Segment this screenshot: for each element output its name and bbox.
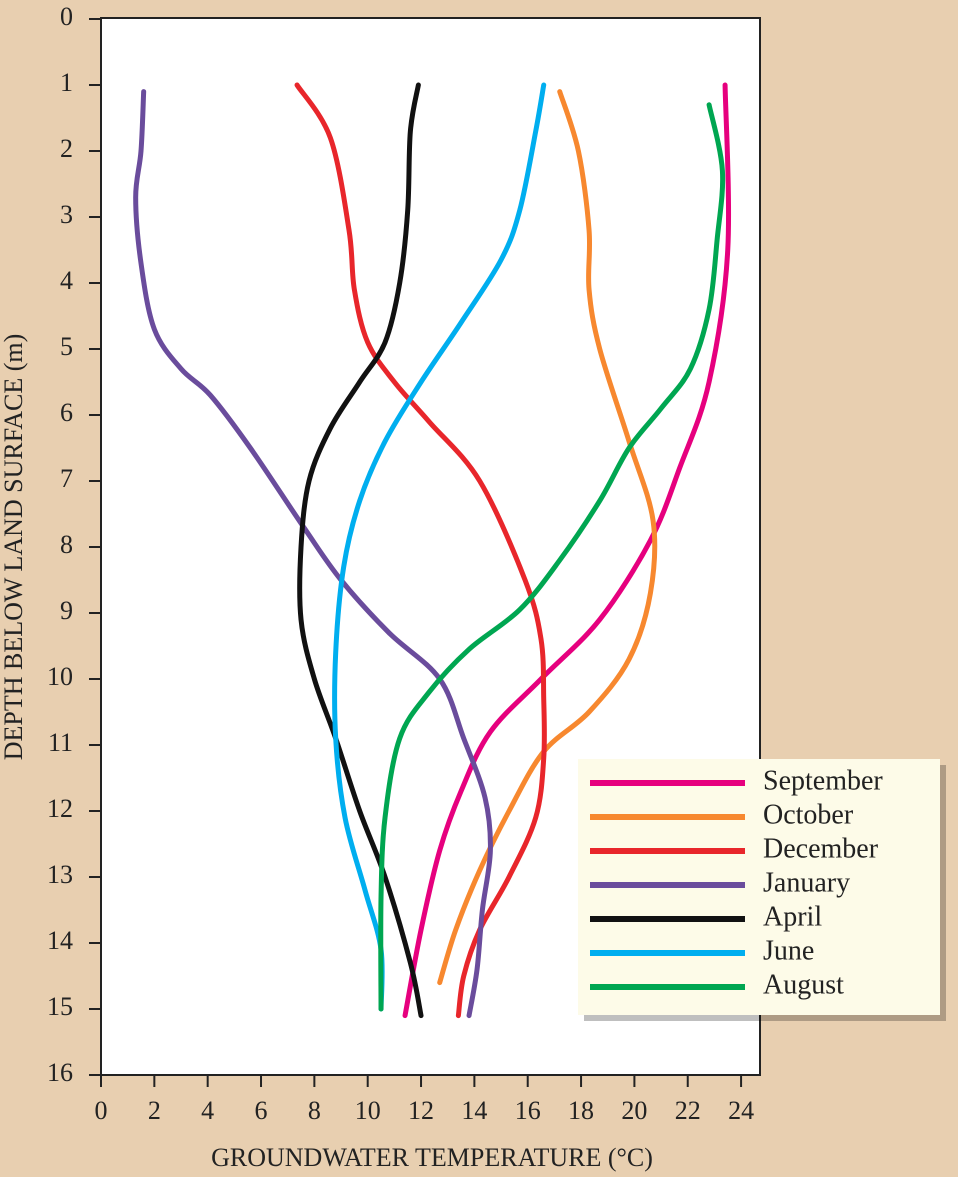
y-tick-label: 1 bbox=[60, 68, 73, 97]
x-tick-label: 8 bbox=[308, 1096, 321, 1125]
y-tick-label: 9 bbox=[60, 596, 73, 625]
x-tick-label: 16 bbox=[515, 1096, 541, 1125]
series-line bbox=[378, 102, 726, 1012]
y-tick-label: 11 bbox=[48, 728, 73, 757]
y-tick-label: 2 bbox=[60, 134, 73, 163]
y-tick-label: 12 bbox=[47, 794, 73, 823]
legend-label: April bbox=[763, 901, 822, 932]
x-tick-label: 22 bbox=[675, 1096, 701, 1125]
legend-label: January bbox=[763, 867, 850, 898]
y-tick-label: 16 bbox=[47, 1058, 73, 1087]
x-tick-label: 10 bbox=[355, 1096, 381, 1125]
legend-label: December bbox=[763, 833, 879, 864]
y-tick-label: 6 bbox=[60, 398, 73, 427]
y-tick-label: 5 bbox=[60, 332, 73, 361]
y-tick-label: 7 bbox=[60, 464, 73, 493]
series-line bbox=[402, 82, 732, 1019]
series-line bbox=[297, 82, 424, 1019]
y-tick-label: 14 bbox=[47, 926, 73, 955]
y-tick-label: 3 bbox=[60, 200, 73, 229]
x-tick-label: 14 bbox=[461, 1096, 487, 1125]
y-tick-label: 0 bbox=[60, 2, 73, 31]
legend-label: September bbox=[763, 765, 883, 796]
x-tick-label: 4 bbox=[201, 1096, 214, 1125]
x-tick-label: 2 bbox=[148, 1096, 161, 1125]
x-tick-label: 12 bbox=[408, 1096, 434, 1125]
x-tick-label: 18 bbox=[568, 1096, 594, 1125]
y-tick-label: 8 bbox=[60, 530, 73, 559]
x-axis-label: GROUNDWATER TEMPERATURE (°C) bbox=[211, 1143, 653, 1172]
x-tick-label: 20 bbox=[621, 1096, 647, 1125]
y-tick-label: 10 bbox=[47, 662, 73, 691]
y-tick-label: 13 bbox=[47, 860, 73, 889]
y-tick-label: 15 bbox=[47, 992, 73, 1021]
series-line bbox=[332, 82, 547, 1012]
y-axis-label: DEPTH BELOW LAND SURFACE (m) bbox=[0, 334, 28, 761]
x-tick-label: 6 bbox=[255, 1096, 268, 1125]
series-line bbox=[133, 89, 493, 1019]
x-tick-label: 24 bbox=[728, 1096, 754, 1125]
series-line bbox=[294, 82, 547, 1019]
legend-label: June bbox=[763, 935, 814, 966]
legend-label: August bbox=[763, 969, 844, 1000]
x-tick-label: 0 bbox=[95, 1096, 108, 1125]
legend-label: October bbox=[763, 799, 854, 830]
y-tick-label: 4 bbox=[60, 266, 73, 295]
